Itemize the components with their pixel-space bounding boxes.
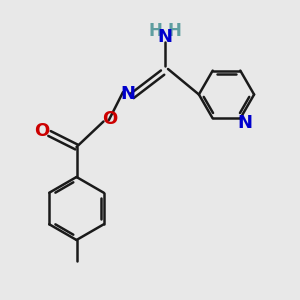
Text: N: N: [158, 28, 172, 46]
Text: O: O: [103, 110, 118, 128]
Text: N: N: [120, 85, 135, 103]
Text: H: H: [168, 22, 182, 40]
Text: O: O: [34, 122, 50, 140]
Text: N: N: [237, 114, 252, 132]
Text: H: H: [148, 22, 162, 40]
